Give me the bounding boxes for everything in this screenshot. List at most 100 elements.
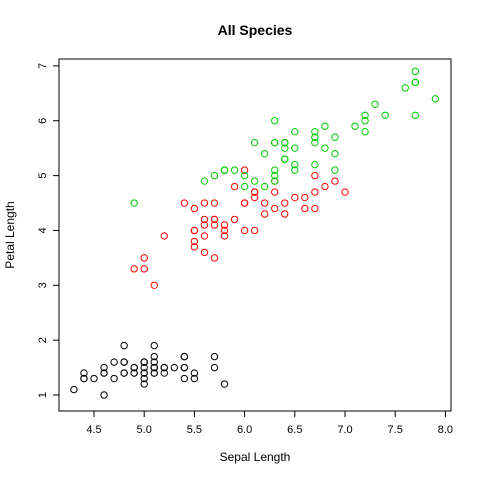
data-point-series-1 — [110, 358, 118, 366]
data-point-series-2 — [281, 199, 289, 207]
data-point-series-2 — [210, 215, 219, 224]
data-point-series-1 — [160, 369, 168, 377]
data-point-series-2 — [341, 188, 349, 196]
data-point-series-3 — [281, 155, 289, 163]
data-point-series-2 — [250, 188, 259, 196]
data-point-series-1 — [140, 369, 148, 377]
data-point-series-2 — [321, 182, 329, 191]
data-point-series-3 — [381, 111, 389, 119]
data-point-series-2 — [210, 221, 219, 229]
data-point-series-2 — [311, 171, 319, 180]
x-tick-label: 4.5 — [86, 424, 101, 436]
data-point-series-3 — [260, 182, 269, 191]
data-point-series-2 — [210, 199, 219, 207]
data-point-series-3 — [411, 78, 419, 87]
data-point-series-3 — [240, 182, 249, 191]
data-point-series-3 — [331, 149, 339, 158]
plot-frame — [58, 58, 452, 412]
data-point-series-1 — [180, 363, 189, 372]
data-point-series-2 — [140, 254, 148, 262]
data-point-series-2 — [250, 226, 259, 235]
y-tick-label: 6 — [37, 118, 49, 124]
data-point-series-3 — [311, 133, 319, 141]
data-point-series-1 — [170, 363, 179, 372]
data-point-series-1 — [90, 374, 98, 383]
data-point-series-1 — [150, 358, 158, 366]
data-point-series-3 — [240, 171, 249, 180]
data-point-series-2 — [220, 226, 229, 235]
data-point-series-1 — [190, 369, 199, 377]
data-point-series-3 — [281, 138, 289, 147]
data-point-series-2 — [190, 243, 199, 251]
data-point-series-3 — [321, 122, 329, 130]
data-point-series-2 — [190, 226, 199, 235]
data-point-series-2 — [200, 221, 209, 229]
data-point-series-3 — [271, 171, 279, 180]
data-point-series-3 — [311, 128, 319, 136]
data-point-series-2 — [130, 265, 138, 273]
data-point-series-2 — [240, 226, 249, 235]
x-tick-label: 7.0 — [337, 424, 352, 436]
x-tick-label: 7.5 — [388, 424, 403, 436]
x-tick-label: 5.5 — [187, 424, 202, 436]
y-tick-label: 3 — [37, 282, 49, 288]
x-axis-label: Sepal Length — [220, 450, 291, 464]
data-point-series-3 — [321, 144, 329, 152]
data-point-series-2 — [200, 215, 209, 224]
data-point-series-2 — [240, 166, 249, 174]
data-point-series-3 — [331, 133, 339, 141]
x-axis: 4.5 5.0 5.5 6.0 6.5 7.0 7.5 8.0 — [86, 411, 453, 436]
y-axis: 1 2 3 4 5 6 7 — [37, 63, 59, 398]
data-point-series-3 — [250, 177, 259, 185]
data-point-series-1 — [150, 369, 158, 377]
data-point-series-2 — [180, 199, 189, 207]
data-point-series-2 — [190, 204, 199, 213]
data-point-series-3 — [331, 166, 339, 174]
y-tick-label: 2 — [37, 337, 49, 343]
data-point-series-1 — [150, 363, 158, 372]
y-tick-label: 5 — [37, 173, 49, 179]
data-points — [70, 67, 440, 399]
x-tick-label: 6.5 — [287, 424, 302, 436]
x-tick-label: 5.0 — [137, 424, 152, 436]
data-point-series-1 — [130, 363, 138, 372]
data-point-series-1 — [100, 363, 108, 372]
data-point-series-2 — [200, 248, 209, 257]
data-point-series-2 — [311, 188, 319, 196]
chart-title: All Species — [218, 22, 293, 38]
data-point-series-1 — [150, 352, 158, 361]
data-point-series-2 — [200, 232, 209, 240]
data-point-series-3 — [130, 199, 138, 207]
data-point-series-1 — [190, 374, 199, 383]
data-point-series-3 — [271, 166, 279, 174]
data-point-series-2 — [250, 193, 259, 202]
data-point-series-2 — [260, 199, 269, 207]
data-point-series-3 — [271, 138, 279, 147]
data-point-series-1 — [130, 369, 138, 377]
data-point-series-1 — [160, 363, 168, 372]
data-point-series-3 — [250, 138, 259, 147]
data-point-series-3 — [210, 171, 219, 180]
data-point-series-2 — [200, 199, 209, 207]
data-point-series-3 — [220, 166, 229, 174]
data-point-series-1 — [140, 380, 148, 388]
data-point-series-3 — [200, 177, 209, 185]
data-point-series-2 — [331, 177, 339, 185]
y-tick-label: 4 — [37, 227, 49, 233]
data-point-series-2 — [271, 188, 279, 196]
data-point-series-2 — [311, 204, 319, 213]
x-tick-label: 8.0 — [438, 424, 453, 436]
data-point-series-3 — [411, 111, 419, 119]
data-point-series-1 — [180, 352, 189, 361]
data-point-series-3 — [291, 128, 299, 136]
data-point-series-2 — [210, 254, 219, 262]
data-point-series-1 — [120, 341, 128, 350]
data-point-series-1 — [140, 374, 148, 383]
data-point-series-3 — [361, 128, 369, 136]
data-point-series-3 — [361, 117, 369, 125]
data-point-series-3 — [401, 84, 409, 92]
data-point-series-3 — [271, 117, 279, 125]
data-point-series-2 — [291, 193, 299, 202]
data-point-series-3 — [230, 166, 239, 174]
